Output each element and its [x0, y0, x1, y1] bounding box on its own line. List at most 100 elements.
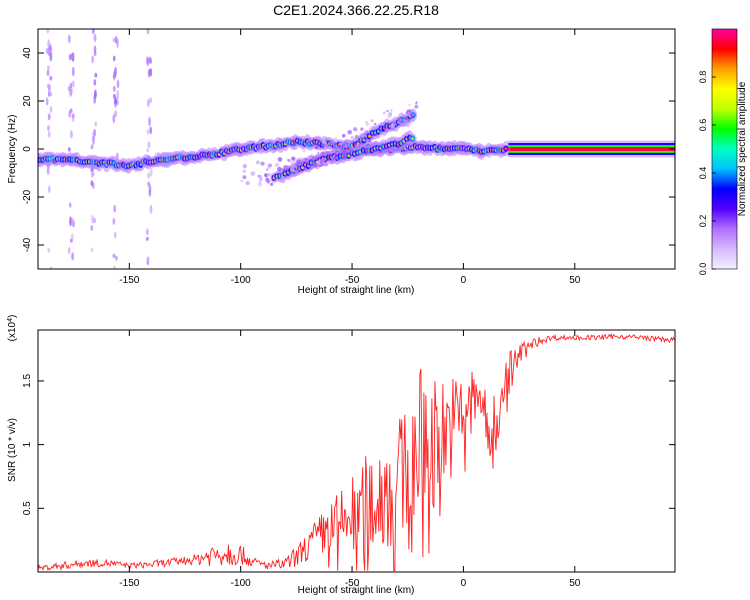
speckle	[336, 148, 340, 152]
speckle	[283, 164, 288, 170]
streak-dot	[70, 53, 74, 60]
streak-dot	[71, 252, 75, 261]
speckle	[365, 122, 370, 127]
streak-dot	[112, 37, 116, 43]
speckle	[268, 163, 272, 168]
snr-xtick-label: 50	[569, 578, 581, 589]
streak-dot	[47, 131, 51, 138]
streak-dot	[46, 29, 50, 34]
speckle	[338, 139, 342, 142]
streak-dot	[46, 84, 50, 89]
speckle	[314, 145, 319, 150]
figure-title: C2E1.2024.366.22.25.R18	[273, 2, 439, 18]
speckle	[321, 139, 327, 145]
streak-dot	[149, 168, 153, 177]
streak-dot	[146, 256, 150, 262]
streak-dot	[147, 141, 151, 149]
colorbar-label: Normalized spectral amplitude	[737, 81, 748, 216]
speckle	[275, 178, 278, 181]
speckle	[360, 127, 364, 131]
streak-dot	[47, 39, 51, 48]
streak-dot	[116, 89, 120, 100]
streak-dot	[92, 135, 95, 146]
speckle	[242, 169, 246, 173]
streak-dot	[71, 66, 75, 77]
streak-dot	[94, 121, 98, 127]
speckle	[354, 134, 359, 139]
speckle	[332, 155, 338, 161]
snr-xtick-label: -100	[231, 578, 251, 589]
streak-dot	[93, 34, 97, 42]
streak-dot	[67, 246, 71, 255]
snr-xtick-label: -150	[119, 578, 139, 589]
streak-dot	[93, 128, 97, 137]
snr-ylabel: SNR (10 * v/v)	[7, 418, 18, 482]
streak-dot	[94, 72, 98, 78]
streak-dot	[145, 228, 149, 236]
speckle	[415, 102, 418, 105]
speckle	[330, 140, 336, 145]
streak-dot	[146, 57, 150, 67]
speckle	[304, 157, 308, 161]
speckle	[296, 159, 302, 165]
speckle	[297, 168, 301, 172]
speckle	[256, 160, 260, 165]
spectrogram-xtick-label: -100	[231, 275, 251, 286]
speckle	[365, 120, 369, 124]
speckle	[370, 119, 374, 123]
snr-scale-note: (x104)	[7, 315, 19, 342]
speckle	[382, 111, 386, 115]
speckle	[277, 157, 283, 162]
streak-dot	[69, 82, 73, 89]
stationary-band	[507, 147, 675, 151]
spectrogram-ytick-label: -40	[22, 237, 33, 252]
streak-dot	[147, 172, 151, 179]
speckle	[274, 162, 280, 168]
streak-dot	[114, 66, 118, 77]
speckle	[313, 162, 318, 168]
streak-dot	[114, 110, 118, 118]
streak-dot	[68, 202, 72, 208]
streak-dot	[116, 79, 120, 89]
streak-dot	[146, 148, 150, 153]
snr-xtick-label: 0	[461, 578, 467, 589]
speckle	[266, 173, 271, 177]
streak-dot	[49, 266, 53, 269]
speckle	[265, 168, 269, 171]
streak-dot	[69, 108, 73, 113]
speckle	[342, 150, 348, 156]
speckle	[413, 109, 417, 113]
snr-background	[38, 330, 675, 572]
streak-dot	[67, 85, 71, 92]
speckle	[409, 112, 415, 118]
snr-line-layer	[38, 332, 675, 572]
speckle	[302, 149, 306, 153]
streak-dot	[113, 74, 116, 79]
speckle	[385, 128, 389, 133]
colorbar-tick-label: 0.6	[698, 119, 708, 132]
speckle	[242, 164, 247, 169]
speckle	[353, 127, 358, 132]
streak-dot	[71, 112, 75, 122]
speckle	[242, 175, 247, 179]
speckle	[259, 177, 263, 182]
colorbar-frame	[711, 28, 738, 270]
speckle	[342, 155, 348, 160]
speckle	[277, 166, 282, 172]
speckle	[341, 133, 346, 138]
streak-dot	[70, 232, 74, 243]
speckle	[311, 156, 314, 159]
streak-dot	[149, 204, 153, 214]
streak-dot	[147, 68, 151, 78]
snr-ytick-label: 0.5	[22, 501, 33, 515]
speckle	[257, 174, 261, 178]
speckle	[390, 123, 395, 128]
streak-dot	[46, 69, 50, 77]
streak-dot	[67, 147, 71, 152]
speckle	[390, 109, 393, 112]
streak-dot	[148, 116, 151, 127]
speckle	[325, 151, 330, 155]
speckle	[372, 138, 375, 141]
snr-ticks: -150 -100 -50 0 50 0.5 1 1.5	[22, 330, 675, 589]
speckle	[343, 140, 348, 145]
